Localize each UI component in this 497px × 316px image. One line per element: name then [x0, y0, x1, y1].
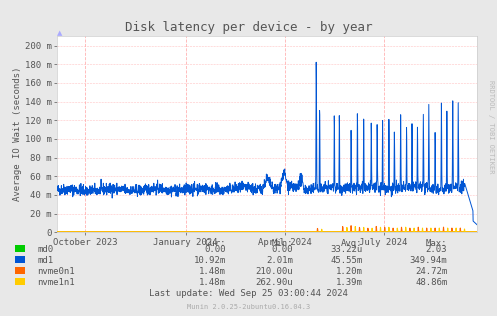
Text: 349.94m: 349.94m	[410, 256, 447, 265]
Text: 1.48m: 1.48m	[199, 278, 226, 287]
Text: 2.03: 2.03	[426, 245, 447, 254]
Text: Max:: Max:	[426, 239, 447, 247]
Text: 262.90u: 262.90u	[255, 278, 293, 287]
Text: 0.00: 0.00	[272, 245, 293, 254]
Text: 33.22u: 33.22u	[331, 245, 363, 254]
Text: 1.39m: 1.39m	[336, 278, 363, 287]
Text: md1: md1	[37, 256, 53, 265]
Text: 1.20m: 1.20m	[336, 267, 363, 276]
Text: ▲: ▲	[57, 30, 63, 36]
Text: Cur:: Cur:	[205, 239, 226, 247]
Text: md0: md0	[37, 245, 53, 254]
Text: RRDTOOL / TOBI OETIKER: RRDTOOL / TOBI OETIKER	[488, 80, 494, 173]
Text: nvme0n1: nvme0n1	[37, 267, 75, 276]
Text: nvme1n1: nvme1n1	[37, 278, 75, 287]
Text: 10.92m: 10.92m	[194, 256, 226, 265]
Text: 1.48m: 1.48m	[199, 267, 226, 276]
Text: 24.72m: 24.72m	[415, 267, 447, 276]
Text: 2.01m: 2.01m	[266, 256, 293, 265]
Text: Min:: Min:	[272, 239, 293, 247]
Text: Disk latency per device - by year: Disk latency per device - by year	[125, 21, 372, 33]
Text: 0.00: 0.00	[205, 245, 226, 254]
Text: 48.86m: 48.86m	[415, 278, 447, 287]
Text: 45.55m: 45.55m	[331, 256, 363, 265]
Text: Last update: Wed Sep 25 03:00:44 2024: Last update: Wed Sep 25 03:00:44 2024	[149, 289, 348, 298]
Text: Munin 2.0.25-2ubuntu0.16.04.3: Munin 2.0.25-2ubuntu0.16.04.3	[187, 304, 310, 309]
Y-axis label: Average IO Wait (seconds): Average IO Wait (seconds)	[13, 67, 22, 202]
Text: 210.00u: 210.00u	[255, 267, 293, 276]
Text: Avg:: Avg:	[341, 239, 363, 247]
